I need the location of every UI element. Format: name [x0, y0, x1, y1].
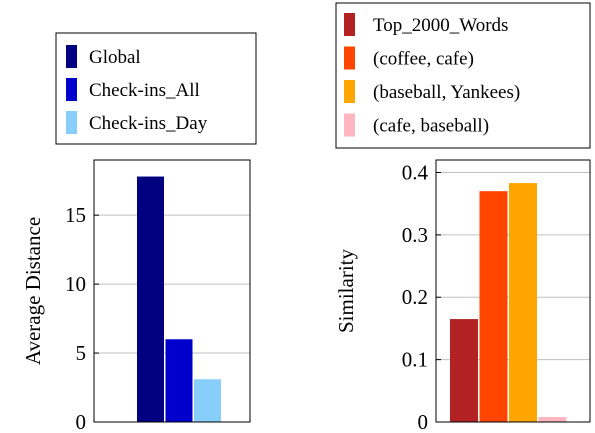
legend-label: Top_2000_Words: [373, 15, 508, 36]
legend-left: Global Check-ins_All Check-ins_Day: [55, 32, 257, 145]
legend-label: (baseball, Yankees): [373, 82, 520, 103]
chart-right: 0 0.1 0.2 0.3 0.4 Similarity: [334, 159, 591, 433]
legend-swatch: [344, 13, 355, 36]
y-tick-label: 15: [65, 203, 86, 227]
y-tick-label: 0: [418, 410, 429, 433]
chart-left: 0 5 10 15 Average Distance: [21, 159, 251, 433]
y-tick-label: 0.2: [402, 285, 428, 309]
legend-label: Check-ins_Day: [89, 113, 208, 134]
y-tick-label: 5: [76, 341, 87, 365]
legend-swatch: [66, 78, 77, 101]
legend-swatch: [66, 45, 77, 68]
bar: [450, 319, 478, 422]
bar: [479, 191, 508, 422]
y-tick-label: 0: [76, 410, 87, 433]
legend-right: Top_2000_Words (coffee, cafe) (baseball, Y…: [335, 2, 591, 149]
y-tick-label: 10: [65, 272, 86, 296]
y-axis-label-left: Average Distance: [21, 217, 45, 365]
bar: [165, 339, 193, 422]
legend-swatch: [344, 80, 355, 103]
bar: [509, 183, 537, 422]
legend-label: (coffee, cafe): [373, 49, 474, 70]
y-tick-label: 0.1: [402, 348, 428, 372]
legend-label: Check-ins_All: [89, 80, 200, 101]
legend-label: Global: [89, 47, 141, 68]
plot-frame-right: [435, 159, 591, 423]
legend-label: (cafe, baseball): [373, 116, 489, 137]
legend-left-box: [55, 32, 257, 145]
bar: [194, 379, 221, 422]
y-tick-label: 0.3: [402, 223, 428, 247]
legend-right-box: [335, 2, 591, 149]
y-tick-label: 0.4: [402, 160, 429, 184]
legend-swatch: [66, 111, 77, 134]
bar: [137, 176, 164, 422]
y-axis-label-right: Similarity: [334, 249, 358, 334]
legend-swatch: [344, 113, 355, 137]
bar: [538, 417, 567, 422]
plot-frame-left: [93, 159, 251, 423]
legend-swatch: [344, 46, 355, 70]
